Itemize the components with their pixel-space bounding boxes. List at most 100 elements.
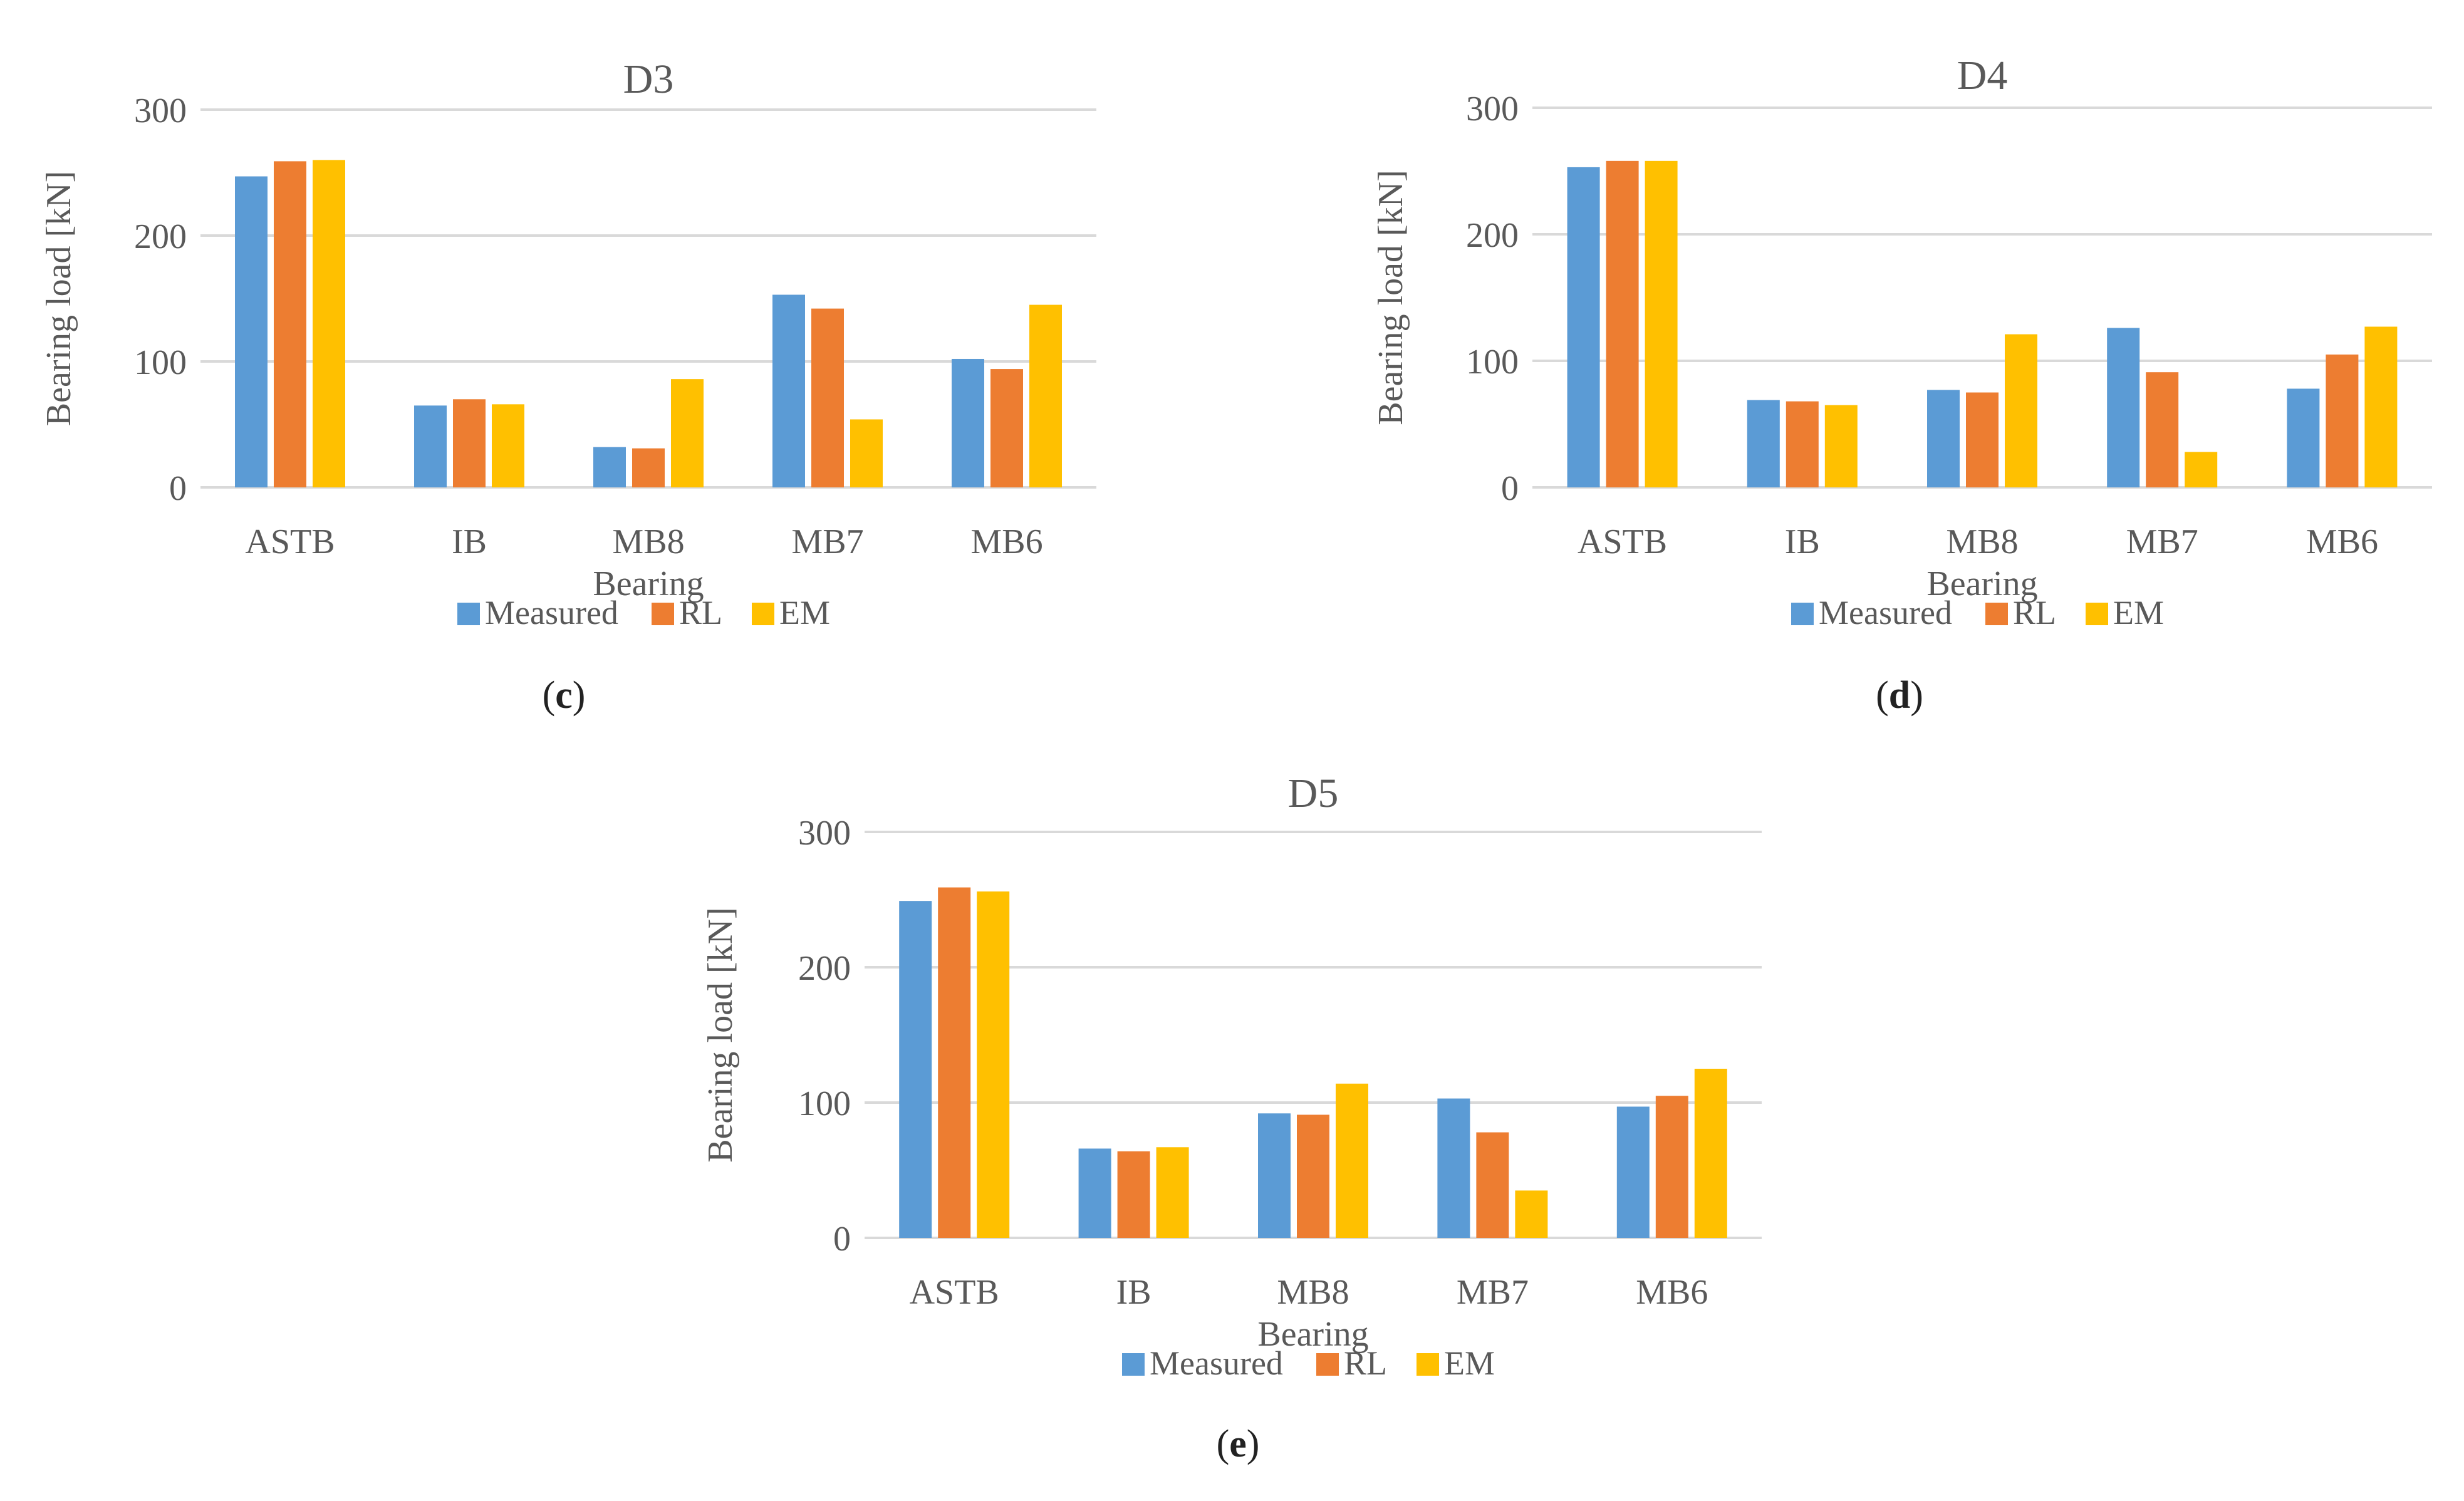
y-tick-label: 0 bbox=[1501, 469, 1519, 508]
x-tick-label: ASTB bbox=[910, 1273, 999, 1312]
bar-d5-measured-ib bbox=[1078, 1148, 1111, 1238]
panel-caption-c: (c) bbox=[542, 674, 586, 717]
y-tick-label: 0 bbox=[833, 1220, 851, 1259]
bar-d5-em-ib bbox=[1156, 1147, 1189, 1238]
bar-d4-em-ib bbox=[1824, 405, 1858, 487]
bar-d4-rl-mb6 bbox=[2326, 354, 2359, 487]
bar-chart-d3: 0 100 200 300 D3 Bearing load [kN] ASTB IB MB8 MB… bbox=[39, 56, 1096, 631]
legend-label-measured: Measured bbox=[485, 594, 618, 631]
x-axis-label: Bearing bbox=[593, 564, 704, 603]
y-tick-label: 0 bbox=[169, 469, 187, 508]
legend-label-measured: Measured bbox=[1150, 1344, 1283, 1382]
x-tick-label: MB7 bbox=[791, 522, 863, 561]
bar-d4-rl-mb7 bbox=[2146, 372, 2179, 487]
bar-d5-em-mb6 bbox=[1694, 1069, 1727, 1238]
bar-d4-em-mb7 bbox=[2185, 452, 2218, 487]
legend-swatch-rl bbox=[1316, 1353, 1339, 1376]
legend-swatch-measured bbox=[457, 603, 480, 625]
y-tick-label: 200 bbox=[798, 949, 851, 988]
bar-d5-rl-mb8 bbox=[1297, 1114, 1329, 1238]
x-tick-label: IB bbox=[1785, 522, 1820, 561]
chart-title: D5 bbox=[1288, 771, 1339, 816]
x-tick-label: MB8 bbox=[1946, 522, 2018, 561]
bar-d3-rl-mb8 bbox=[632, 448, 665, 487]
chart-panel-d4: 0 100 200 300 D4 Bearing load [kN] ASTB IB MB8 MB… bbox=[1332, 0, 2464, 752]
bar-d3-em-ib bbox=[492, 404, 524, 487]
legend-swatch-rl bbox=[652, 603, 674, 625]
bar-chart-d4: 0 100 200 300 D4 Bearing load [kN] ASTB IB MB8 MB… bbox=[1371, 53, 2432, 631]
y-tick-label: 200 bbox=[134, 217, 187, 256]
bar-d4-rl-astb bbox=[1606, 160, 1639, 488]
bar-d3-rl-astb bbox=[274, 161, 306, 487]
bar-chart-d5: 0 100 200 300 D5 Bearing load [kN] ASTB IB MB8 MB… bbox=[701, 771, 1762, 1382]
bar-d3-rl-ib bbox=[453, 399, 486, 487]
bar-d5-em-astb bbox=[977, 891, 1010, 1238]
bar-d4-measured-mb8 bbox=[1927, 390, 1960, 487]
y-axis-label: Bearing load [kN] bbox=[701, 907, 740, 1162]
bar-d4-em-mb6 bbox=[2364, 326, 2398, 487]
x-tick-label: ASTB bbox=[245, 522, 335, 561]
x-tick-label: MB7 bbox=[1457, 1273, 1529, 1312]
bar-d3-measured-ib bbox=[414, 405, 447, 487]
legend-label-em: EM bbox=[1444, 1344, 1495, 1382]
x-tick-label: MB6 bbox=[2306, 522, 2378, 561]
y-tick-label: 200 bbox=[1466, 216, 1519, 255]
y-tick-label: 300 bbox=[798, 814, 851, 853]
legend-label-rl: RL bbox=[1344, 1344, 1387, 1382]
x-axis-label: Bearing bbox=[1257, 1315, 1368, 1354]
bar-d3-em-mb6 bbox=[1029, 304, 1062, 487]
bar-d3-measured-astb bbox=[235, 176, 268, 487]
y-axis-label: Bearing load [kN] bbox=[39, 171, 78, 426]
legend-swatch-measured bbox=[1791, 603, 1814, 625]
legend-swatch-measured bbox=[1122, 1353, 1145, 1376]
legend-swatch-em bbox=[2086, 603, 2108, 625]
legend-label-rl: RL bbox=[2013, 594, 2056, 631]
bar-d5-rl-ib bbox=[1117, 1151, 1150, 1238]
panel-caption-d: (d) bbox=[1876, 674, 1923, 717]
chart-title: D4 bbox=[1957, 53, 2008, 98]
x-tick-label: MB8 bbox=[1277, 1273, 1349, 1312]
bar-d5-rl-mb6 bbox=[1655, 1096, 1688, 1238]
x-tick-label: MB6 bbox=[970, 522, 1042, 561]
bar-d3-em-astb bbox=[313, 160, 345, 487]
y-axis-label: Bearing load [kN] bbox=[1371, 170, 1410, 425]
y-tick-label: 100 bbox=[798, 1084, 851, 1123]
bar-d4-em-astb bbox=[1645, 160, 1678, 488]
bar-d4-measured-mb7 bbox=[2107, 328, 2140, 487]
bar-d3-rl-mb7 bbox=[811, 308, 844, 487]
legend-swatch-rl bbox=[1985, 603, 2008, 625]
legend-swatch-em bbox=[752, 603, 774, 625]
bar-d3-measured-mb7 bbox=[772, 294, 805, 487]
bar-d4-rl-mb8 bbox=[1966, 392, 1999, 487]
chart-title: D3 bbox=[623, 56, 674, 102]
bar-d5-rl-astb bbox=[938, 887, 971, 1238]
bar-d5-em-mb8 bbox=[1336, 1083, 1368, 1238]
bar-d3-measured-mb8 bbox=[593, 447, 626, 487]
legend-label-rl: RL bbox=[679, 594, 722, 631]
panel-caption-e: (e) bbox=[1216, 1423, 1260, 1465]
x-tick-label: MB8 bbox=[612, 522, 684, 561]
bar-d3-em-mb7 bbox=[850, 419, 883, 487]
bar-d3-em-mb8 bbox=[671, 379, 704, 487]
bar-d4-em-mb8 bbox=[2005, 334, 2037, 487]
legend-swatch-em bbox=[1417, 1353, 1439, 1376]
bar-d3-rl-mb6 bbox=[990, 369, 1023, 487]
x-tick-label: ASTB bbox=[1578, 522, 1667, 561]
legend-label-measured: Measured bbox=[1819, 594, 1952, 631]
y-tick-label: 100 bbox=[134, 343, 187, 382]
bar-d4-measured-ib bbox=[1747, 400, 1780, 487]
bar-d4-measured-astb bbox=[1567, 167, 1600, 487]
bar-d4-measured-mb6 bbox=[2287, 388, 2320, 487]
x-tick-label: IB bbox=[452, 522, 487, 561]
bar-d5-measured-mb7 bbox=[1437, 1098, 1470, 1238]
x-tick-label: MB7 bbox=[2126, 522, 2198, 561]
bar-d5-measured-mb6 bbox=[1616, 1106, 1650, 1238]
chart-panel-d3: 0 100 200 300 D3 Bearing load [kN] ASTB IB MB8 MB… bbox=[0, 0, 1232, 752]
y-tick-label: 100 bbox=[1466, 343, 1519, 382]
bar-d3-measured-mb6 bbox=[952, 358, 984, 487]
x-tick-label: IB bbox=[1116, 1273, 1151, 1312]
bar-d5-em-mb7 bbox=[1515, 1190, 1548, 1238]
x-tick-label: MB6 bbox=[1636, 1273, 1708, 1312]
bar-d4-rl-ib bbox=[1786, 401, 1819, 487]
y-tick-label: 300 bbox=[134, 91, 187, 130]
